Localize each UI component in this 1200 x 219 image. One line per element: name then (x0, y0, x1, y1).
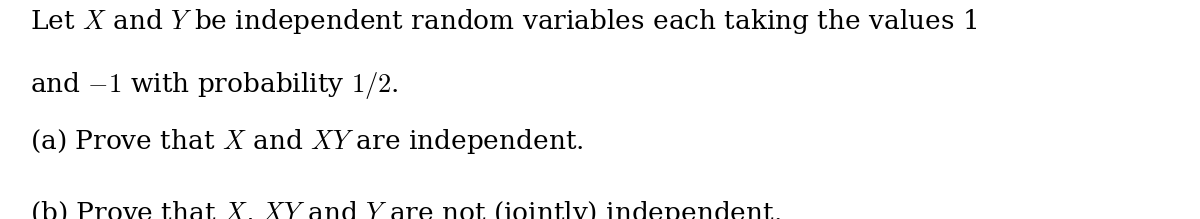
Text: and $-1$ with probability $1/2$.: and $-1$ with probability $1/2$. (30, 70, 398, 101)
Text: Let $X$ and $Y$ be independent random variables each taking the values 1: Let $X$ and $Y$ be independent random va… (30, 7, 977, 35)
Text: (b) Prove that $X$, $XY$ and $Y$ are not (jointly) independent.: (b) Prove that $X$, $XY$ and $Y$ are not… (30, 199, 781, 219)
Text: (a) Prove that $X$ and $XY$ are independent.: (a) Prove that $X$ and $XY$ are independ… (30, 127, 583, 156)
